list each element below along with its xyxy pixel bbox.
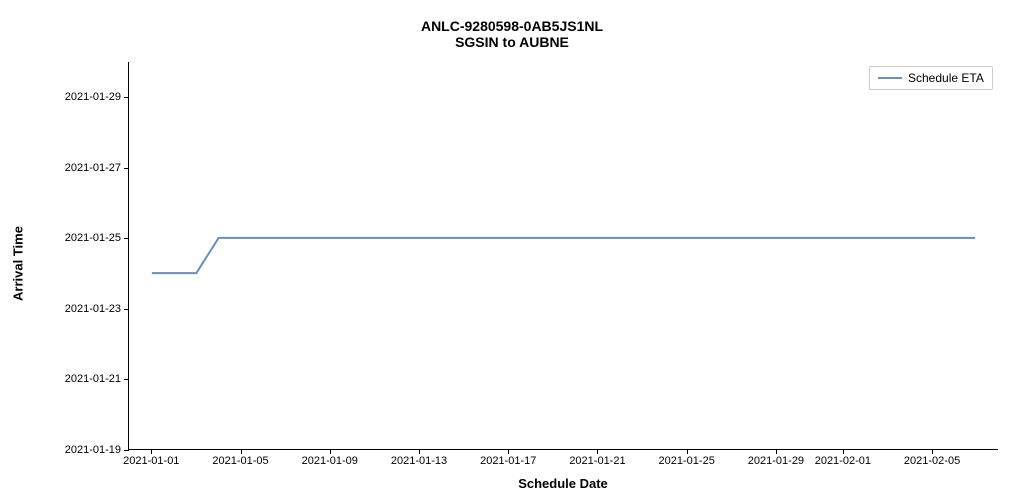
series-lines [129, 62, 998, 449]
y-axis-label: Arrival Time [11, 204, 26, 324]
y-tick-mark [124, 97, 129, 98]
y-tick-label: 2021-01-23 [65, 303, 129, 315]
chart-title-line1: ANLC-9280598-0AB5JS1NL [0, 18, 1024, 34]
x-tick-mark [508, 449, 509, 454]
legend: Schedule ETA [869, 66, 993, 90]
plot-area: Schedule ETA 2021-01-192021-01-212021-01… [128, 62, 998, 450]
y-tick-mark [124, 238, 129, 239]
x-tick-mark [776, 449, 777, 454]
x-tick-mark [843, 449, 844, 454]
x-tick-mark [241, 449, 242, 454]
eta-chart: ANLC-9280598-0AB5JS1NL SGSIN to AUBNE Sc… [0, 0, 1024, 504]
y-tick-mark [124, 379, 129, 380]
x-tick-mark [932, 449, 933, 454]
chart-title: ANLC-9280598-0AB5JS1NL SGSIN to AUBNE [0, 18, 1024, 50]
y-tick-label: 2021-01-19 [65, 444, 129, 456]
x-tick-mark [419, 449, 420, 454]
y-tick-label: 2021-01-27 [65, 162, 129, 174]
legend-label: Schedule ETA [908, 71, 984, 85]
x-axis-label: Schedule Date [128, 476, 998, 491]
x-tick-mark [687, 449, 688, 454]
x-tick-mark [597, 449, 598, 454]
x-tick-mark [151, 449, 152, 454]
y-tick-label: 2021-01-21 [65, 373, 129, 385]
y-tick-mark [124, 309, 129, 310]
series-line [152, 238, 975, 273]
x-tick-mark [330, 449, 331, 454]
y-tick-label: 2021-01-29 [65, 91, 129, 103]
y-tick-mark [124, 168, 129, 169]
y-tick-label: 2021-01-25 [65, 232, 129, 244]
legend-swatch [878, 77, 902, 79]
chart-title-line2: SGSIN to AUBNE [0, 34, 1024, 50]
